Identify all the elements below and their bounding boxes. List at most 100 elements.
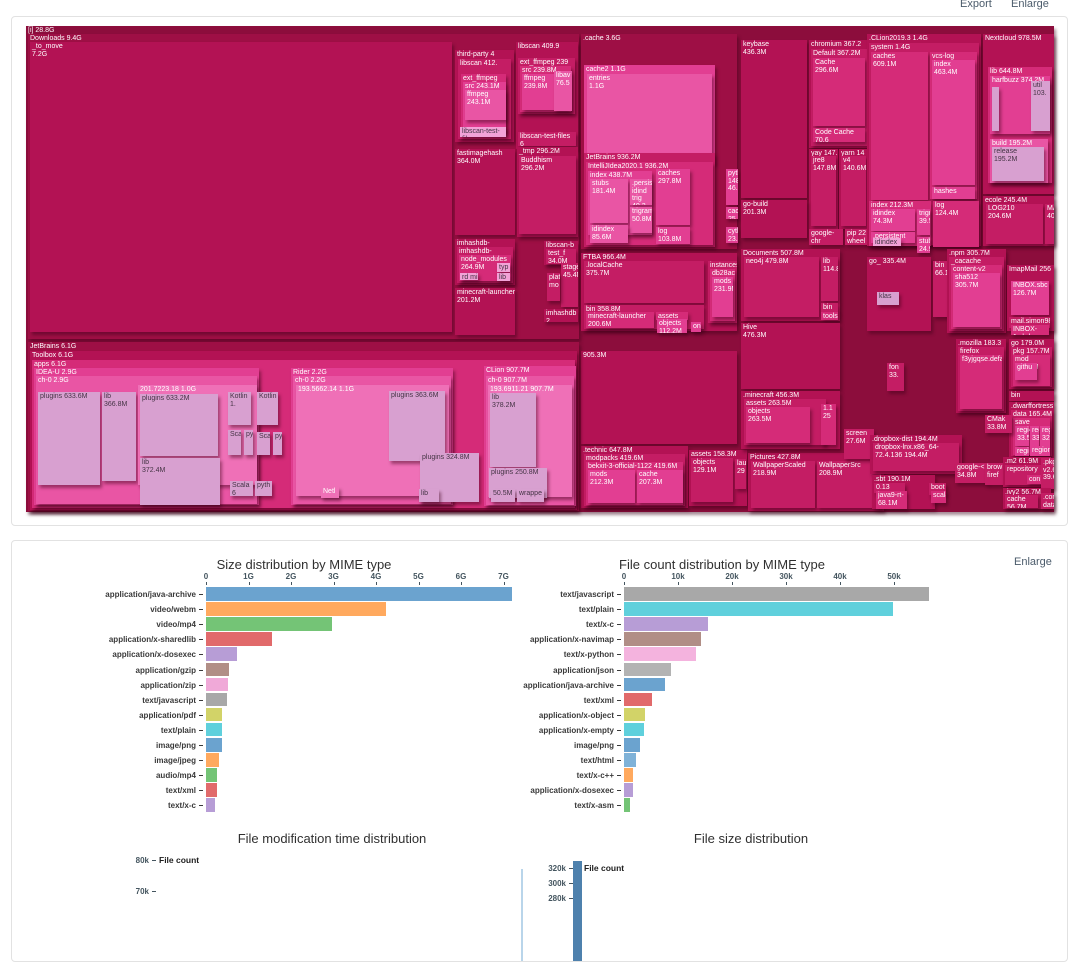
treemap-node[interactable]: INBOX-1.sbd <box>1011 325 1049 335</box>
treemap-node[interactable]: 1.1 25 <box>821 404 836 445</box>
treemap-node[interactable]: fastimagehash 364.0M <box>455 149 515 235</box>
treemap-node[interactable]: index 463.4M <box>932 60 975 185</box>
treemap-node[interactable]: caches 609.1M <box>871 52 928 200</box>
treemap-node[interactable]: Netl <box>321 487 339 498</box>
treemap-node[interactable]: regio 33.5 <box>1015 426 1029 446</box>
treemap-node[interactable]: keybase 436.3M <box>741 40 807 198</box>
treemap-node[interactable]: reg 33. <box>1030 426 1039 446</box>
treemap-node[interactable]: region2 <box>1030 446 1050 456</box>
treemap-node[interactable]: bin 66.1 <box>933 261 949 317</box>
treemap-node[interactable]: lau 29 <box>735 459 746 489</box>
treemap-node[interactable]: sha512 305.7M <box>953 273 1000 327</box>
treemap-node[interactable]: minecraft-launcher 200.6M <box>586 312 654 328</box>
treemap-node[interactable]: mods 231.9M <box>712 277 733 317</box>
treemap-node[interactable]: cache 207.3M <box>637 470 683 503</box>
treemap-node[interactable]: pyth <box>255 481 272 496</box>
treemap-node[interactable]: Scala 6 <box>230 481 253 496</box>
treemap-node[interactable]: imhashdb 2 <box>544 309 578 322</box>
treemap-node[interactable]: stubs 24.9M <box>917 237 930 253</box>
treemap-node[interactable] <box>992 87 999 131</box>
treemap-node[interactable]: Kotlin 1. <box>228 392 251 425</box>
treemap-node[interactable]: entries 1.1G <box>587 74 712 162</box>
treemap-node[interactable]: objects 112.2M <box>657 319 687 333</box>
treemap-node[interactable]: stubs 181.4M <box>590 179 628 223</box>
treemap-node[interactable]: Hive 476.3M <box>741 323 840 389</box>
treemap-node[interactable]: CMak 33.8M <box>985 415 1012 433</box>
treemap-node[interactable]: libscan-test-files 6 <box>518 132 576 146</box>
treemap-node[interactable]: reg 32. <box>1040 426 1050 446</box>
treemap-node[interactable]: MAT 40. <box>1045 204 1054 244</box>
treemap-node[interactable]: typ <box>497 263 510 272</box>
treemap-node[interactable]: stage 45.4M <box>561 263 578 307</box>
treemap-node[interactable]: regio 33.3 <box>1015 447 1029 456</box>
treemap-node[interactable]: pip 22 wheel <box>845 229 870 245</box>
treemap-node[interactable]: lib <box>419 489 439 502</box>
treemap-node[interactable]: idindex 74.3M <box>871 209 915 231</box>
treemap-node[interactable]: jre8 147.8M <box>811 156 836 226</box>
treemap-node[interactable]: _to_move 7.2G <box>30 42 452 332</box>
treemap-node[interactable]: objects 129.1M <box>691 458 733 502</box>
treemap-node[interactable]: Code Cache 70.6 <box>813 128 865 142</box>
treemap-node[interactable]: test_f 34.0M <box>546 249 576 264</box>
treemap-node[interactable]: caches 297.8M <box>656 169 690 225</box>
treemap-node[interactable]: plugins 633.2M <box>140 394 218 456</box>
treemap-node[interactable]: go-build 201.3M <box>741 200 807 238</box>
enlarge-treemap-button[interactable]: Enlarge <box>1011 0 1049 10</box>
treemap-node[interactable]: Cache 296.6M <box>813 58 865 126</box>
treemap-node[interactable]: INBOX.sbc 126.7M <box>1011 281 1049 315</box>
treemap-node[interactable]: dropbox-lnx.x86_64-72.4.136 194.4M <box>873 443 959 471</box>
treemap-node[interactable]: assets 112. <box>656 312 688 320</box>
treemap-node[interactable]: .persist idind trig 40.2 28 <box>630 179 652 205</box>
treemap-node[interactable]: WallpaperScaled 218.9M <box>751 461 815 508</box>
treemap-node[interactable]: githu <box>1015 363 1037 380</box>
treemap-node[interactable]: py <box>273 432 282 455</box>
treemap-node[interactable]: .pkg v2.6 39.6 <box>1041 458 1054 489</box>
export-button[interactable]: Export <box>960 0 992 10</box>
treemap-node[interactable]: rd mi co <box>460 273 478 280</box>
treemap-node[interactable]: fon 33. <box>887 363 904 391</box>
treemap-node[interactable]: wrappe <box>517 489 544 502</box>
treemap-node[interactable]: lib 372.4M <box>140 458 220 505</box>
treemap-node[interactable]: idindex trigr <box>873 238 901 246</box>
treemap-node[interactable]: cache 56.7M <box>1005 495 1038 508</box>
treemap-node[interactable]: con <box>1027 475 1048 484</box>
treemap-node[interactable]: bin <box>1009 391 1054 401</box>
treemap-node[interactable]: ffmpeg 243.1M <box>465 90 506 120</box>
treemap-node[interactable]: .conu data <box>1041 493 1054 509</box>
treemap-node[interactable]: screen 27.6M <box>844 429 874 459</box>
treemap-node[interactable]: Buddhism 296.2M <box>519 156 576 234</box>
treemap-node[interactable]: trigram.i 50.8M <box>630 207 652 233</box>
treemap-node[interactable]: neo4j 479.8M <box>744 257 819 317</box>
treemap-node[interactable]: google-chr Default <box>809 229 843 245</box>
treemap-node[interactable]: lib 114.8M <box>821 257 838 301</box>
treemap-node[interactable]: klas <box>877 292 899 305</box>
treemap-node[interactable]: scala- <box>931 491 946 503</box>
treemap-node[interactable]: cytho 23.9 <box>726 227 738 243</box>
treemap-node[interactable]: plat mo <box>547 273 560 301</box>
treemap-node[interactable]: brow firef <box>985 463 1008 485</box>
treemap-node[interactable]: lib 366.8M <box>102 392 136 481</box>
treemap-node[interactable]: release 195.2M <box>992 147 1044 181</box>
treemap-node[interactable]: plugins 363.6M <box>389 391 445 461</box>
treemap-node[interactable]: LOG210 204.6M <box>986 204 1043 244</box>
treemap-node[interactable]: on <box>691 322 701 332</box>
treemap-node[interactable]: libav 76.5 <box>554 71 572 111</box>
treemap-node[interactable]: 905.3M <box>581 351 737 444</box>
treemap-node[interactable]: minecraft-launcher 201.2M <box>455 288 515 335</box>
treemap-node[interactable]: f3yjgqse.defau <box>960 355 1002 409</box>
treemap-node[interactable]: Sca <box>257 432 270 455</box>
disk-usage-treemap[interactable]: [i] 28.8G Downloads 9.4G _to_move 7.2G thir… <box>26 26 1054 512</box>
treemap-node[interactable]: .localCache 375.7M <box>584 261 704 303</box>
treemap-node[interactable]: tools <box>821 312 838 320</box>
treemap-node[interactable]: mods 212.3M <box>588 470 635 503</box>
treemap-node[interactable]: log 103.8M <box>656 227 690 244</box>
treemap-node[interactable]: Kotlin <box>257 392 278 425</box>
treemap-node[interactable]: log 124.4M <box>933 201 979 247</box>
treemap-node[interactable]: Scal <box>228 430 241 455</box>
treemap-node[interactable]: pytl 148 46. <box>726 169 738 205</box>
treemap-node[interactable]: py <box>244 430 253 455</box>
treemap-node[interactable]: util 103. <box>1031 81 1050 131</box>
treemap-node[interactable]: idindex 85.6M <box>590 225 628 243</box>
treemap-node[interactable]: v4 140.6M <box>841 156 866 226</box>
treemap-node[interactable]: cacl 25. <box>726 207 738 219</box>
